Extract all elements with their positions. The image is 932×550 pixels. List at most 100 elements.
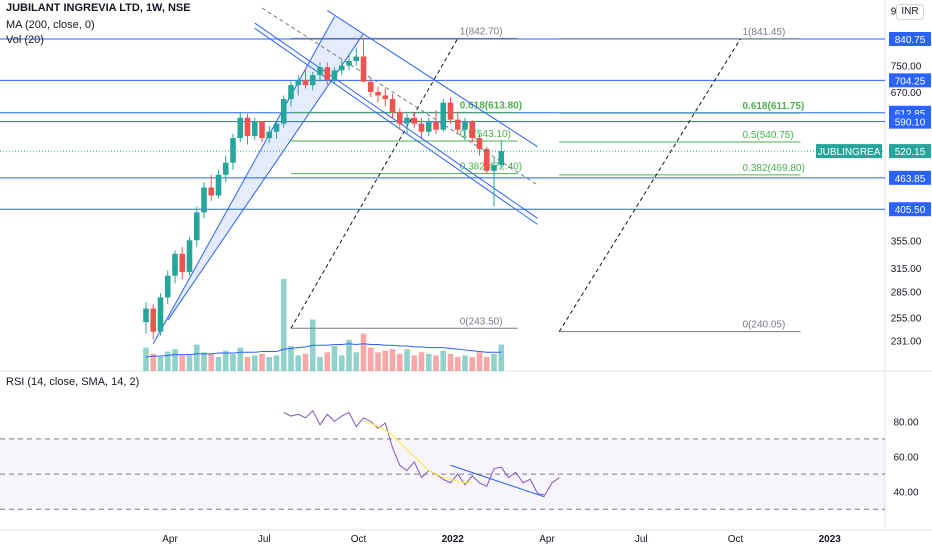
candle-body [309, 75, 316, 86]
time-tick-label: Jul [258, 534, 271, 545]
time-tick-label: Jul [635, 534, 648, 545]
candle-body [201, 187, 207, 213]
volume-bar [244, 356, 251, 371]
candle-body [440, 102, 447, 130]
candle-body [143, 308, 149, 323]
candle-body [331, 70, 338, 81]
price-axis: JUBLINGREA520.15950.00750.00670.00355.00… [816, 6, 931, 348]
volume-bar [469, 356, 476, 371]
symbol-tag [816, 144, 882, 159]
fibonacci-retracements: 1(842.70) 0.618(613.80) 0.5(543.10) 0.382(4… [290, 26, 805, 333]
fib-level-label: 0.382(472.40) [460, 162, 522, 173]
candle-body [433, 121, 439, 130]
volume-bar [367, 347, 374, 371]
downtrend-upper [326, 10, 538, 148]
volume-bar [143, 347, 149, 371]
volume-bar [418, 352, 425, 371]
candle-body [483, 148, 490, 171]
fib-level-label: 0.5(540.75) [743, 130, 794, 141]
rsi-trendline [450, 464, 545, 498]
candle-body [273, 123, 280, 132]
volume-bar [222, 350, 229, 371]
level-tag-label: 840.75 [895, 35, 926, 46]
fib-level-label: 0.618(613.80) [460, 100, 522, 111]
price-tick-label: 355.00 [891, 236, 922, 247]
candle-body [411, 117, 418, 124]
level-tag [889, 170, 931, 185]
volume-bar [338, 355, 345, 371]
volume-bar [346, 339, 352, 371]
candle-body [382, 95, 389, 100]
volume-bar [164, 351, 171, 371]
candle-body [454, 119, 461, 130]
volume-bar [317, 356, 323, 371]
candle-body [193, 212, 200, 241]
candle-body [222, 162, 229, 175]
candle-body [208, 187, 215, 196]
ma-legend[interactable]: MA (200, close, 0) [6, 19, 95, 31]
volume-bar [172, 349, 178, 371]
volume-bar [186, 355, 193, 371]
volume-bar [411, 355, 418, 371]
volume-bars [143, 278, 505, 371]
last-price-label: 520.15 [895, 147, 926, 158]
level-tag [889, 202, 931, 217]
candle-body [491, 165, 497, 171]
downtrend-lower-2 [254, 27, 538, 225]
volume-bar [295, 355, 302, 371]
downtrend-lower [254, 22, 538, 219]
volume-legend[interactable]: Vol (20) [6, 34, 44, 46]
candle-body [295, 80, 302, 86]
candle-body [317, 67, 323, 76]
candle-body [396, 111, 403, 124]
fib-level-label: 1(842.70) [460, 26, 503, 37]
trendlines [254, 7, 538, 225]
volume-bar [476, 352, 483, 371]
price-tick-label: 670.00 [891, 88, 922, 99]
price-tick-label: 255.00 [891, 314, 922, 325]
volume-bar [273, 355, 280, 371]
candle-body [172, 253, 178, 276]
time-tick-label: 2023 [819, 534, 842, 545]
volume-bar [375, 352, 381, 371]
currency-badge[interactable]: INR [896, 4, 924, 20]
volume-bar [230, 353, 236, 371]
candle-body [353, 56, 360, 62]
level-tag [889, 31, 931, 46]
candle-body [288, 85, 294, 100]
level-tag-label: 704.25 [895, 76, 926, 87]
volume-bar [201, 352, 207, 371]
level-tag-label: 405.50 [895, 205, 926, 216]
volume-bar [157, 356, 164, 371]
rsi-pane: 80.00 60.00 40.00 [0, 409, 919, 510]
volume-bar [251, 355, 258, 371]
candle-body [186, 240, 193, 272]
candle-body [469, 121, 476, 139]
rsi-line [283, 409, 560, 496]
rsi-legend[interactable]: RSI (14, close, SMA, 14, 2) [6, 376, 140, 388]
candle-body [164, 275, 171, 298]
candle-body [302, 80, 309, 86]
price-tick-label: 285.00 [891, 288, 922, 299]
rsi-ma-line [363, 420, 473, 484]
volume-bar [237, 347, 244, 371]
volume-bar [447, 353, 454, 371]
volume-bar [353, 352, 360, 371]
channel-fill [153, 16, 364, 344]
volume-bar [360, 333, 367, 371]
level-tag [889, 114, 931, 129]
fib-trend-line [558, 38, 741, 332]
volume-bar [433, 355, 439, 371]
volume-bar [462, 355, 468, 371]
volume-bar [382, 350, 389, 371]
candle-body [462, 121, 468, 130]
level-tag [889, 73, 931, 88]
time-tick-label: Apr [539, 534, 555, 545]
candle-body [244, 117, 251, 136]
candle-body [375, 91, 381, 96]
price-tick-label: 750.00 [891, 62, 922, 73]
candle-body [150, 308, 157, 332]
volume-bar [404, 349, 410, 371]
